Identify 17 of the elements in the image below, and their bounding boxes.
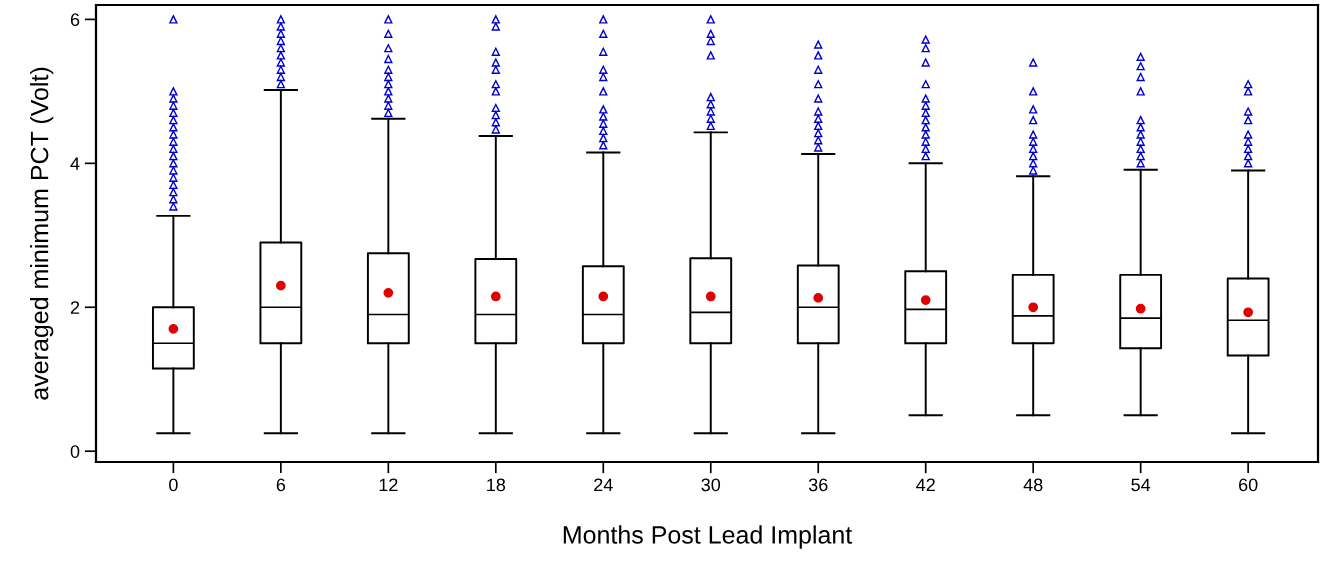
x-axis-title: Months Post Lead Implant: [563, 525, 853, 549]
x-tick-label: 54: [1131, 478, 1151, 492]
y-tick-label: 0: [70, 445, 80, 458]
x-tick-label: 42: [916, 478, 935, 492]
x-tick-label: 24: [594, 478, 613, 492]
x-tick-label: 18: [487, 478, 506, 492]
x-tick-label: 0: [169, 478, 178, 492]
x-tick-label: 12: [379, 478, 398, 492]
x-tick-label: 48: [1023, 478, 1043, 492]
y-tick-label: 4: [70, 157, 80, 170]
x-tick-label: 30: [701, 478, 721, 492]
y-tick-label: 2: [70, 301, 80, 314]
y-tick-label: 6: [70, 13, 80, 27]
x-tick-label: 60: [1239, 478, 1258, 492]
y-axis-title: averaged minimum PCT (Volt): [30, 67, 54, 400]
x-tick-label: 6: [276, 478, 286, 492]
x-tick-label: 36: [808, 478, 828, 492]
